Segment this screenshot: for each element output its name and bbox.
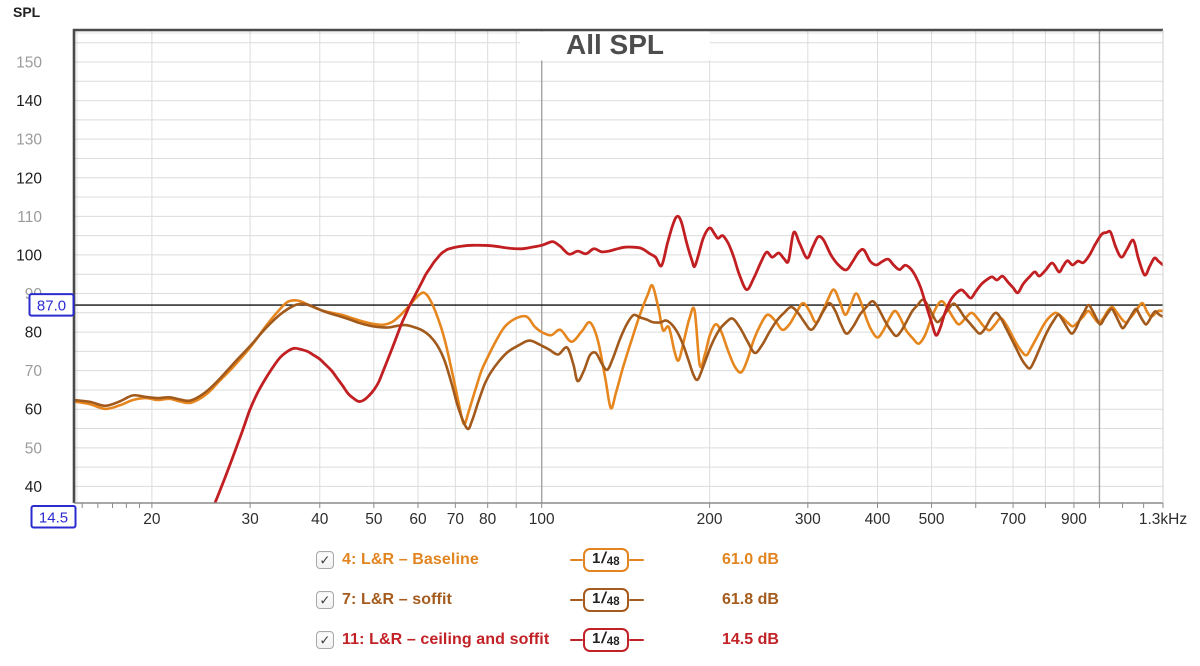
smoothing-numerator: 1 bbox=[592, 590, 601, 607]
x-tick-label: 40 bbox=[311, 511, 329, 528]
x-tick-label: 400 bbox=[865, 511, 891, 528]
y-tick-label: 140 bbox=[16, 93, 42, 110]
y-axis-title: SPL bbox=[13, 4, 41, 20]
trace-checkbox[interactable]: ✓ bbox=[316, 591, 334, 609]
gridlines bbox=[74, 30, 1163, 503]
smoothing-line bbox=[628, 638, 644, 642]
trace-level-value: 14.5 dB bbox=[722, 631, 779, 648]
y-tick-label: 40 bbox=[25, 479, 43, 496]
smoothing-numerator: 1 bbox=[592, 550, 601, 567]
curve-soffit[interactable] bbox=[74, 298, 1163, 431]
checkmark-icon: ✓ bbox=[319, 632, 331, 647]
checkmark-icon: ✓ bbox=[319, 592, 331, 607]
trace-label[interactable]: 11: L&R – ceiling and soffit bbox=[342, 631, 550, 648]
x-tick-label: 1.3kHz bbox=[1139, 511, 1187, 528]
cursor-freq-readout: 14.5 bbox=[39, 510, 68, 527]
smoothing-slash-icon: / bbox=[601, 630, 606, 647]
y-tick-label: 50 bbox=[25, 440, 43, 457]
smoothing-line bbox=[570, 598, 583, 602]
cursor-level-readout: 87.0 bbox=[37, 298, 66, 315]
smoothing-denominator: 48 bbox=[606, 596, 620, 608]
chart-title: All SPL bbox=[566, 29, 664, 60]
cursor-level-readout-box bbox=[28, 293, 75, 317]
x-axis-ticks bbox=[81, 503, 1164, 508]
y-tick-label: 70 bbox=[25, 363, 43, 380]
smoothing-line bbox=[628, 598, 644, 602]
trace-label[interactable]: 4: L&R – Baseline bbox=[342, 551, 479, 568]
x-tick-label: 20 bbox=[143, 511, 161, 528]
trace-level-value: 61.8 dB bbox=[722, 591, 779, 608]
x-tick-label: 300 bbox=[795, 511, 821, 528]
smoothing-control[interactable]: 1/48 bbox=[570, 588, 644, 612]
checkmark-icon: ✓ bbox=[319, 552, 331, 567]
x-tick-label: 80 bbox=[479, 511, 497, 528]
trace-checkbox[interactable]: ✓ bbox=[316, 551, 334, 569]
y-tick-label: 60 bbox=[25, 402, 43, 419]
legend-row-baseline: ✓ 4: L&R – Baseline 1/48 61.0 dB bbox=[316, 540, 956, 580]
y-tick-label: 150 bbox=[16, 55, 42, 72]
curve-baseline[interactable] bbox=[74, 283, 1163, 426]
y-tick-label: 130 bbox=[16, 132, 42, 149]
smoothing-slash-icon: / bbox=[601, 550, 606, 567]
smoothing-line bbox=[570, 558, 583, 562]
x-tick-label: 100 bbox=[529, 511, 555, 528]
x-tick-label: 200 bbox=[697, 511, 723, 528]
x-tick-label: 900 bbox=[1061, 511, 1087, 528]
smoothing-denominator: 48 bbox=[606, 636, 620, 648]
x-tick-label: 500 bbox=[919, 511, 945, 528]
spl-graph: All SPL150140130120110100908070605040SPL… bbox=[13, 4, 1187, 529]
smoothing-slash-icon: / bbox=[601, 590, 606, 607]
inner-shadow bbox=[74, 30, 78, 503]
y-tick-label: 110 bbox=[17, 209, 42, 226]
smoothing-numerator: 1 bbox=[592, 630, 601, 647]
title-backdrop bbox=[520, 31, 710, 61]
smoothing-box: 1/48 bbox=[583, 548, 629, 572]
legend-row-ceiling-and-soffit: ✓ 11: L&R – ceiling and soffit 1/48 14.5… bbox=[316, 620, 956, 660]
trace-curves bbox=[74, 214, 1163, 509]
y-tick-label: 120 bbox=[16, 170, 42, 187]
smoothing-box: 1/48 bbox=[583, 628, 629, 652]
smoothing-control[interactable]: 1/48 bbox=[570, 628, 644, 652]
x-tick-label: 60 bbox=[409, 511, 427, 528]
trace-level-value: 61.0 dB bbox=[722, 551, 779, 568]
x-tick-label: 50 bbox=[365, 511, 383, 528]
curve-ceiling-and-soffit[interactable] bbox=[211, 214, 1163, 509]
x-tick-label: 700 bbox=[1000, 511, 1026, 528]
x-tick-label: 30 bbox=[241, 511, 259, 528]
y-axis-labels: 150140130120110100908070605040 bbox=[16, 55, 42, 496]
smoothing-line bbox=[570, 638, 583, 642]
smoothing-line bbox=[628, 558, 644, 562]
x-axis-labels: 20 30 40 50 60 70 80 100 200 300 400 500 700 900 1.3kH… bbox=[143, 511, 1187, 528]
trace-checkbox[interactable]: ✓ bbox=[316, 631, 334, 649]
smoothing-control[interactable]: 1/48 bbox=[570, 548, 644, 572]
y-tick-label: 100 bbox=[16, 247, 42, 264]
trace-label[interactable]: 7: L&R – soffit bbox=[342, 591, 452, 608]
cursor-freq-readout-box bbox=[30, 505, 77, 529]
trace-legend: ✓ 4: L&R – Baseline 1/48 61.0 dB ✓ 7: L&… bbox=[316, 540, 956, 660]
plot-area[interactable] bbox=[74, 30, 1163, 503]
x-tick-label: 70 bbox=[447, 511, 465, 528]
smoothing-denominator: 48 bbox=[606, 556, 620, 568]
y-tick-label: 80 bbox=[25, 325, 43, 342]
smoothing-box: 1/48 bbox=[583, 588, 629, 612]
legend-row-soffit: ✓ 7: L&R – soffit 1/48 61.8 dB bbox=[316, 580, 956, 620]
